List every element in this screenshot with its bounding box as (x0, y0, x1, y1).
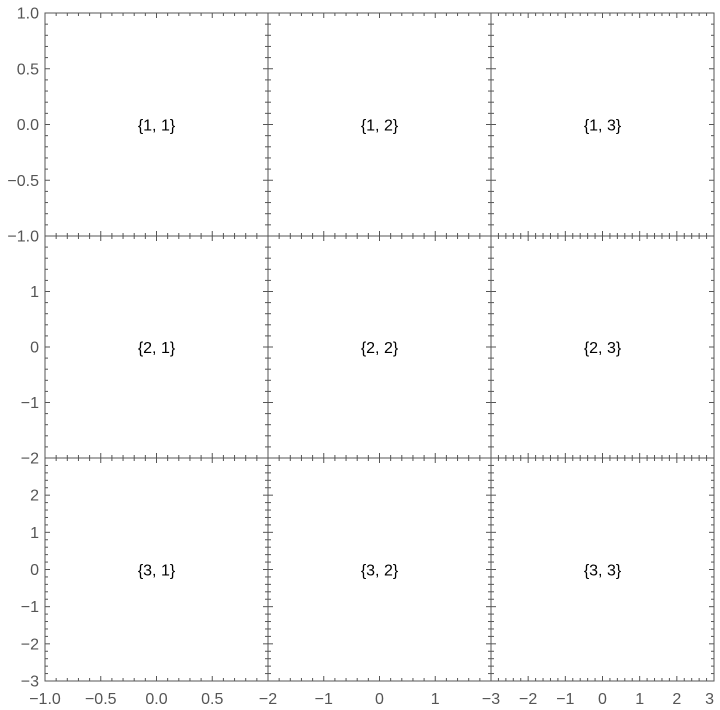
panel-label: {1, 1} (138, 118, 176, 135)
x-tick-label: −1 (556, 691, 574, 708)
x-tick-label: 1 (635, 691, 644, 708)
y-tick-label: −3 (21, 674, 39, 691)
panel-label: {2, 2} (361, 340, 399, 357)
y-tick-label: −1 (21, 599, 39, 616)
x-tick-label: −2 (259, 691, 277, 708)
y-tick-label: 1 (30, 284, 39, 301)
x-tick-label: 0.0 (145, 691, 167, 708)
y-tick-label: −0.5 (7, 173, 39, 190)
y-tick-label: 0.0 (17, 117, 39, 134)
panel-label: {2, 1} (138, 340, 176, 357)
y-tick-label: −1 (21, 395, 39, 412)
panel-label: {3, 3} (584, 563, 622, 580)
x-tick-label: −0.5 (85, 691, 117, 708)
x-tick-label: 2 (672, 691, 681, 708)
y-tick-label: 0 (30, 340, 39, 357)
y-tick-label: 1.0 (17, 6, 39, 23)
y-tick-label: −2 (21, 636, 39, 653)
x-tick-label: 1 (431, 691, 440, 708)
x-tick-label: −1 (315, 691, 333, 708)
y-tick-label: −2 (21, 451, 39, 468)
y-tick-label: 0 (30, 562, 39, 579)
x-tick-label: 0.5 (201, 691, 223, 708)
x-tick-label: 0 (375, 691, 384, 708)
y-tick-label: 0.5 (17, 61, 39, 78)
panel-label: {1, 2} (361, 118, 399, 135)
panel-label: {3, 2} (361, 563, 399, 580)
x-tick-label: 0 (598, 691, 607, 708)
panel-label: {1, 3} (584, 118, 622, 135)
y-tick-label: 1 (30, 525, 39, 542)
x-tick-label: 3 (705, 691, 714, 708)
x-tick-label: −1.0 (29, 691, 61, 708)
panel-label: {2, 3} (584, 340, 622, 357)
y-tick-label: 2 (30, 488, 39, 505)
panel-label: {3, 1} (138, 563, 176, 580)
x-tick-label: −3 (482, 691, 500, 708)
y-tick-label: −1.0 (7, 229, 39, 246)
x-tick-label: −2 (519, 691, 537, 708)
